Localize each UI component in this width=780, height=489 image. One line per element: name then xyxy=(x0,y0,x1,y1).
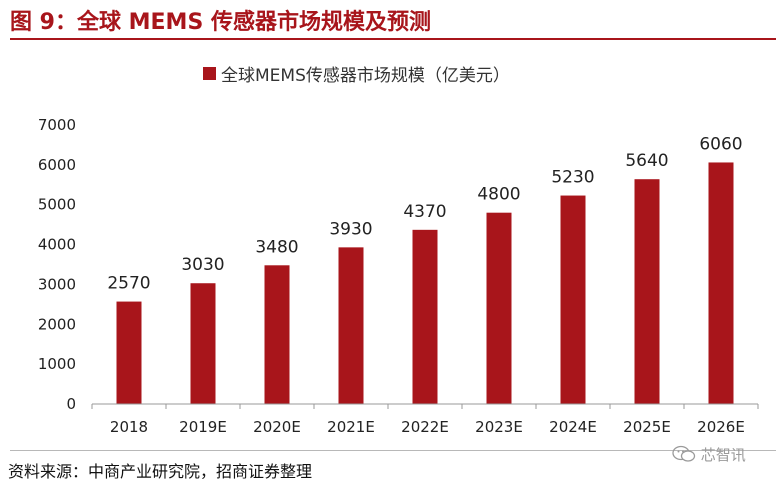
y-tick-label: 4000 xyxy=(38,236,76,254)
y-axis: 0 1000 2000 3000 4000 5000 6000 7000 xyxy=(38,116,76,413)
x-tick-label: 2018 xyxy=(110,418,148,436)
x-axis: 2018 2019E 2020E 2021E 2022E 2023E 2024E 2025E 2… xyxy=(91,403,759,436)
x-tick-label: 2020E xyxy=(253,418,301,436)
bar xyxy=(634,179,660,404)
data-label: 3480 xyxy=(255,237,298,257)
y-tick-label: 5000 xyxy=(38,196,76,214)
data-label: 3930 xyxy=(329,219,372,239)
y-tick-label: 3000 xyxy=(38,275,76,293)
watermark-text: 芯智讯 xyxy=(700,446,746,464)
source-note: 资料来源：中商产业研究院，招商证券整理 xyxy=(8,462,313,481)
watermark: 芯智讯 xyxy=(672,444,746,465)
legend-label: 全球MEMS传感器市场规模（亿美元） xyxy=(221,66,510,86)
y-tick-label: 2000 xyxy=(38,315,76,333)
data-label: 4370 xyxy=(403,202,446,222)
bar-chart: 全球MEMS传感器市场规模（亿美元） 0 1000 2000 3000 4000 5000… xyxy=(38,66,759,436)
bar xyxy=(560,195,586,404)
bar xyxy=(486,212,512,404)
bar xyxy=(338,247,364,404)
data-label: 5640 xyxy=(625,151,668,171)
bar xyxy=(708,162,734,404)
x-tick-label: 2026E xyxy=(697,418,745,436)
bar xyxy=(116,301,142,404)
data-labels: 2570 3030 3480 3930 4370 4800 5230 5640 6060 xyxy=(107,134,742,293)
y-tick-label: 7000 xyxy=(38,116,76,134)
data-label: 4800 xyxy=(477,185,520,205)
bar xyxy=(264,265,290,404)
x-tick-label: 2023E xyxy=(475,418,523,436)
chart-legend: 全球MEMS传感器市场规模（亿美元） xyxy=(203,66,510,86)
figure-title: 图 9：全球 MEMS 传感器市场规模及预测 xyxy=(10,10,431,35)
y-tick-label: 0 xyxy=(66,395,76,413)
bar xyxy=(412,229,438,404)
data-label: 5230 xyxy=(551,168,594,188)
x-tick-label: 2022E xyxy=(401,418,449,436)
x-tick-label: 2024E xyxy=(549,418,597,436)
data-label: 2570 xyxy=(107,274,150,294)
x-tick-label: 2021E xyxy=(327,418,375,436)
y-tick-label: 6000 xyxy=(38,156,76,174)
wechat-icon xyxy=(672,445,696,462)
y-tick-label: 1000 xyxy=(38,355,76,373)
x-tick-label: 2019E xyxy=(179,418,227,436)
footer-rule xyxy=(10,450,776,451)
bar xyxy=(190,283,216,404)
legend-swatch xyxy=(203,67,216,80)
data-label: 6060 xyxy=(699,134,742,154)
title-rule xyxy=(10,38,776,40)
bars xyxy=(116,162,734,404)
x-tick-label: 2025E xyxy=(623,418,671,436)
data-label: 3030 xyxy=(181,255,224,275)
